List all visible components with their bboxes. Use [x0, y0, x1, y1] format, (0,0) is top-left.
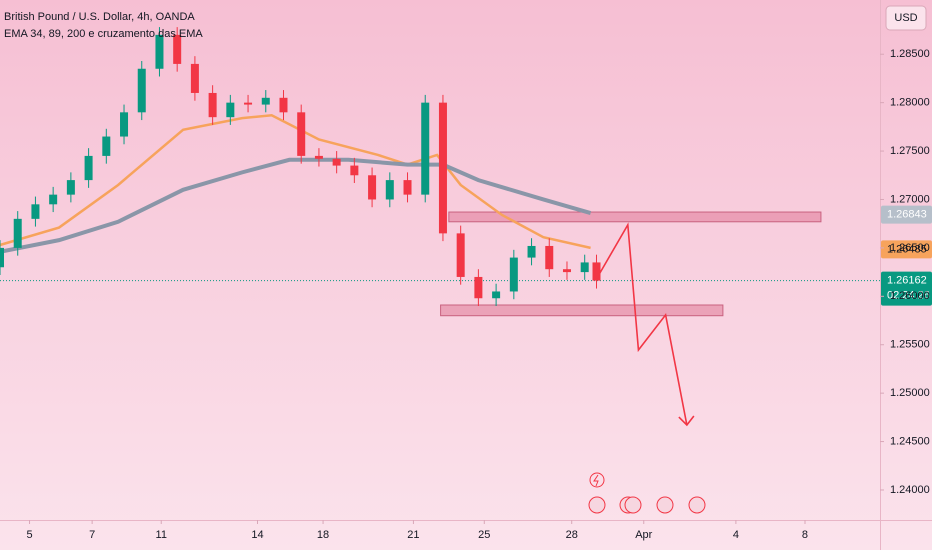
indicator-label: EMA 34, 89, 200 e cruzamento das EMA — [4, 28, 203, 40]
candle-body — [226, 102, 235, 118]
candle-body — [545, 245, 554, 270]
y-tick-label: 1.24000 — [890, 484, 930, 496]
y-tick-label: 1.28000 — [890, 97, 930, 109]
x-tick-label: 21 — [407, 529, 419, 541]
candle-body — [190, 63, 199, 93]
y-tick-label: 1.28500 — [890, 48, 930, 60]
candle-body — [314, 155, 323, 159]
y-tick-label: 1.25000 — [890, 387, 930, 399]
y-tick-label: 1.24500 — [890, 435, 930, 447]
candle-body — [279, 97, 288, 113]
candle-body — [244, 102, 253, 105]
x-tick-label: 11 — [156, 529, 167, 541]
y-tick-label: 1.27500 — [890, 145, 930, 157]
event-icon[interactable] — [588, 496, 606, 514]
price-label: 1.26843 — [887, 209, 927, 221]
candle-body — [297, 112, 306, 156]
candle-body — [0, 247, 4, 268]
event-icons — [588, 472, 706, 514]
currency-button[interactable] — [885, 5, 927, 31]
plot: 1.26843 1.26485 1.26162 02:24:26 — [0, 27, 932, 427]
event-icon[interactable] — [589, 472, 605, 488]
candle-body — [84, 155, 93, 181]
countdown-label: 02:24:26 — [887, 290, 930, 302]
ema-line — [0, 113, 591, 250]
y-tick-label: 1.26500 — [890, 242, 930, 254]
candle-body — [474, 276, 483, 299]
candle-body — [350, 165, 359, 176]
candle-body — [66, 180, 75, 195]
price-zone — [440, 304, 724, 317]
price-label: 1.26162 — [887, 275, 927, 287]
candle-body — [31, 204, 40, 219]
candle-body — [403, 180, 412, 195]
candle-body — [155, 34, 164, 69]
candle-body — [580, 262, 589, 273]
x-tick-label: 18 — [317, 529, 329, 541]
candle-body — [368, 175, 377, 200]
candle-body — [332, 158, 341, 166]
projection-arrowhead — [678, 415, 695, 427]
candle-body — [137, 68, 146, 113]
candle-body — [492, 291, 501, 299]
candle-body — [421, 102, 430, 195]
x-tick-label: 28 — [566, 529, 578, 541]
candle-body — [102, 136, 111, 156]
candle-body — [438, 102, 447, 234]
x-tick-label: 7 — [89, 529, 95, 541]
event-icon[interactable] — [624, 496, 642, 514]
x-tick-label: 25 — [478, 529, 490, 541]
candle-body — [13, 218, 22, 248]
candle-body — [173, 34, 182, 64]
candle-body — [592, 262, 601, 281]
projection-path — [595, 222, 688, 426]
candle-body — [208, 92, 217, 118]
candle-body — [120, 112, 129, 137]
x-tick-label: 8 — [802, 529, 808, 541]
y-tick-label: 1.25500 — [890, 339, 930, 351]
candle-body — [385, 180, 394, 200]
candle-body — [562, 269, 571, 273]
price-label-box — [881, 240, 932, 259]
y-tick-label: 1.26000 — [890, 290, 930, 302]
currency-label[interactable]: USD — [894, 12, 917, 24]
candle-body — [49, 194, 58, 205]
chart-title: British Pound / U.S. Dollar, 4h, OANDA — [4, 11, 195, 23]
price-label-box — [881, 205, 932, 224]
event-icon[interactable] — [688, 496, 706, 514]
candle-body — [456, 233, 465, 277]
price-label: 1.26485 — [887, 243, 927, 255]
x-tick-label: 5 — [26, 529, 32, 541]
candle-body — [527, 245, 536, 258]
x-tick-label: Apr — [635, 529, 652, 541]
candle-body — [509, 257, 518, 292]
x-tick-label: 14 — [251, 529, 263, 541]
price-zone — [448, 211, 822, 223]
event-icon-glyph — [593, 474, 599, 487]
event-icon[interactable] — [656, 496, 674, 514]
x-tick-label: 4 — [733, 529, 739, 541]
y-tick-label: 1.27000 — [890, 193, 930, 205]
price-label-box — [881, 271, 932, 306]
candle-body — [261, 97, 270, 105]
